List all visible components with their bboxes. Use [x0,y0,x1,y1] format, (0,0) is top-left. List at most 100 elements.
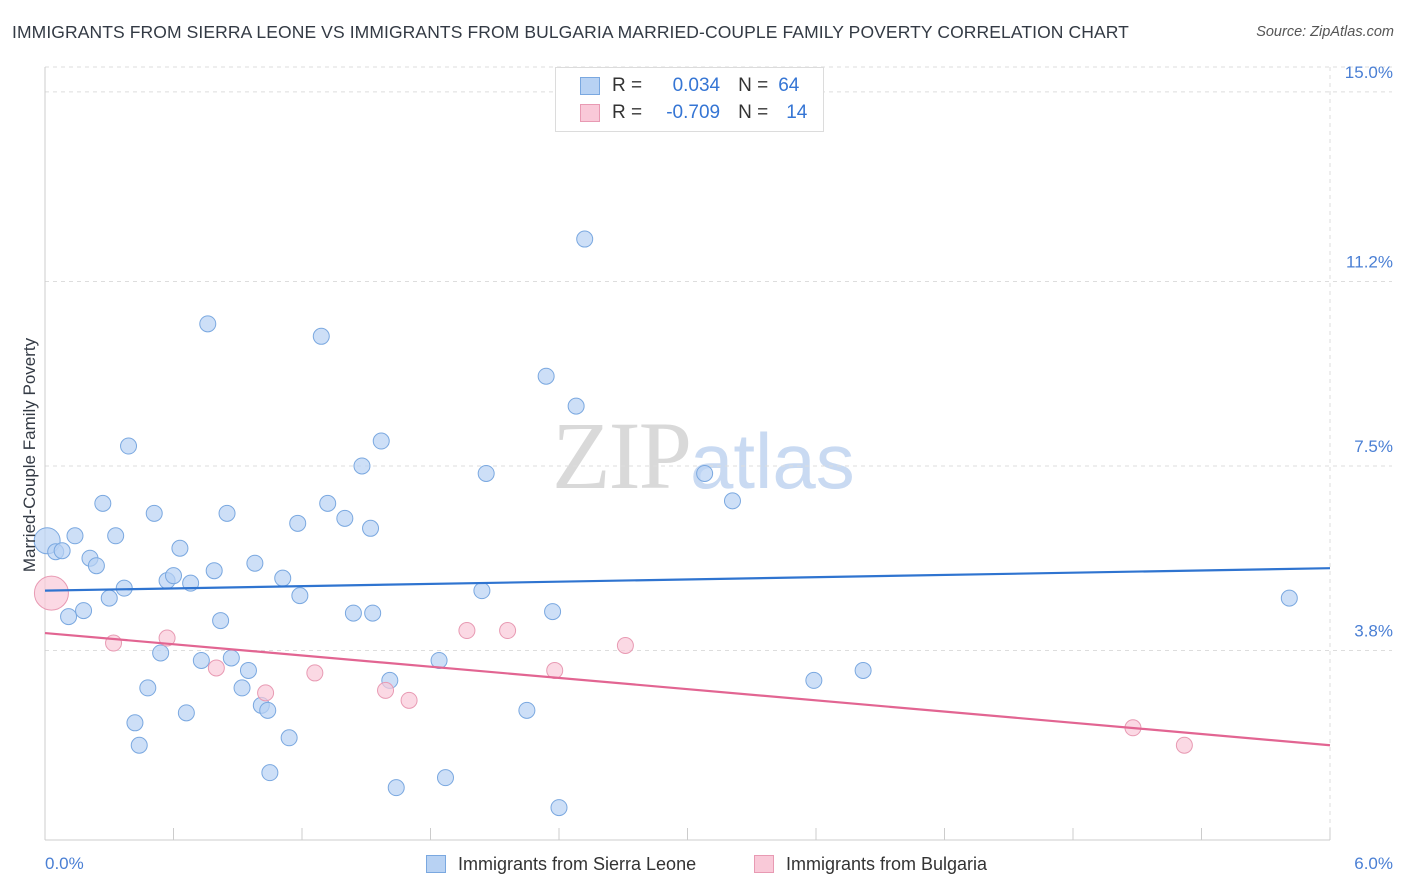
y-tick-label: 7.5% [1354,437,1393,456]
sierra-leone-point [291,587,309,605]
sierra-leone-point [87,557,105,575]
sierra-leone-point [364,604,382,622]
legend-n-value: 64 [778,75,800,96]
bulgaria-point [400,691,418,709]
sierra-leone-point [205,562,223,580]
sierra-leone-point [66,527,84,545]
sierra-leone-point [537,367,555,385]
bulgaria-point [257,684,275,702]
sierra-leone-trend-line [44,567,1331,592]
bulgaria-point [1175,736,1193,754]
x-tick-label: 6.0% [1354,854,1393,873]
legend-r-value: -0.709 [666,102,721,123]
bulgaria-point [207,659,225,677]
sierra-leone-point [261,764,279,782]
series-legend-swatch-bulgaria [754,855,774,873]
sierra-leone-point [319,494,337,512]
y-tick-label: 11.2% [1346,252,1393,271]
sierra-leone-point [60,608,78,626]
series-bulgaria-points [33,575,1193,754]
sierra-leone-point [239,661,257,679]
sierra-leone-point [171,539,189,557]
sierra-leone-point [436,769,454,787]
bulgaria-trend-line [44,631,1331,747]
chart-title: IMMIGRANTS FROM SIERRA LEONE VS IMMIGRAN… [12,22,1129,42]
sierra-leone-point [152,644,170,662]
sierra-leone-point [696,464,714,482]
sierra-leone-point [387,779,405,797]
sierra-leone-point [1280,589,1298,607]
sierra-leone-point [362,519,380,537]
legend-row-sierra-leone: R = 0.034 N = 64 [580,74,799,98]
bulgaria-point [105,634,123,652]
sierra-leone-point [130,736,148,754]
bulgaria-point [306,664,324,682]
sierra-leone-point [107,527,125,545]
y-tick-label: 15.0% [1345,63,1393,82]
trend-lines [44,567,1331,747]
legend-r-label: R = [612,75,643,96]
y-axis-label: Married-Couple Family Poverty [20,337,39,572]
bulgaria-point [458,622,476,640]
sierra-leone-point [218,504,236,522]
watermark-atlas: atlas [690,417,855,505]
bulgaria-point [158,629,176,647]
y-tick-label: 3.8% [1354,621,1393,640]
legend-swatch-sierra-leone [580,77,600,95]
sierra-leone-point [233,679,251,697]
sierra-leone-point [289,514,307,532]
sierra-leone-point [353,457,371,475]
sierra-leone-point [199,315,217,333]
watermark-zip: ZIP [552,402,692,509]
x-tick-label: 0.0% [45,854,84,873]
legend-n-label: N = [738,75,769,96]
legend-r-value: 0.034 [672,75,721,96]
sierra-leone-point [145,504,163,522]
sierra-leone-point [139,679,157,697]
sierra-leone-point [576,230,594,248]
sierra-leone-point [120,437,138,455]
series-legend-bulgaria: Immigrants from Bulgaria [754,851,987,877]
sierra-leone-point [100,589,118,607]
sierra-leone-point [344,604,362,622]
bulgaria-point [616,637,634,655]
sierra-leone-point [222,649,240,667]
sierra-leone-point [312,327,330,345]
series-sierra-leone-points [33,230,1298,817]
sierra-leone-point [75,602,93,620]
legend-n-label: N = [738,102,769,123]
source-label: Source: ZipAtlas.com [1256,24,1394,40]
sierra-leone-point [246,554,264,572]
series-legend-label-bulgaria: Immigrants from Bulgaria [786,853,988,874]
legend-row-bulgaria: R = -0.709 N = 14 [580,101,807,125]
tick-labels: 3.8% 7.5% 11.2% 15.0% 0.0% 6.0% [45,63,1393,873]
sierra-leone-point [477,464,495,482]
sierra-leone-point [854,661,872,679]
sierra-leone-point [53,542,71,560]
correlation-legend: R = 0.034 N = 64 R = -0.709 N = 14 [555,67,824,132]
sierra-leone-point [165,567,182,585]
sierra-leone-point [723,492,741,510]
sierra-leone-point [274,569,292,587]
sierra-leone-point [567,397,585,415]
sierra-leone-point [473,582,491,600]
bulgaria-point [499,622,517,640]
axes [44,67,1331,841]
sierra-leone-point [212,612,230,630]
sierra-leone-point [126,714,144,732]
sierra-leone-point [550,799,568,817]
sierra-leone-point [336,509,354,527]
sierra-leone-point [805,671,823,689]
sierra-leone-point [177,704,195,722]
sierra-leone-point [259,701,277,719]
sierra-leone-point [544,603,562,621]
bulgaria-point [33,575,69,611]
series-legend-swatch-sierra-leone [426,855,446,873]
legend-n-value: 14 [786,102,808,123]
sierra-leone-point [94,494,112,512]
series-legend-sierra-leone: Immigrants from Sierra Leone [426,851,696,877]
series-legend-label-sierra-leone: Immigrants from Sierra Leone [458,853,697,874]
legend-swatch-bulgaria [580,104,600,122]
bulgaria-point [377,681,395,699]
